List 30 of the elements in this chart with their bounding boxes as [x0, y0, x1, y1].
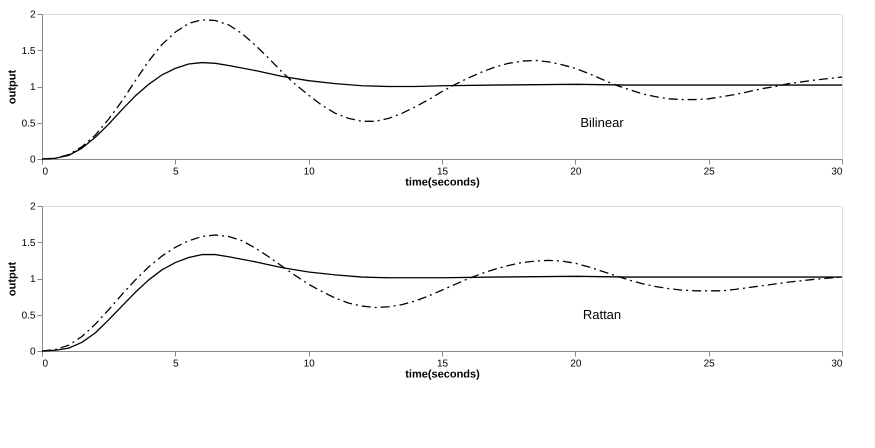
- y-tick-label: 2: [30, 202, 36, 212]
- y-axis-title: output: [6, 70, 19, 104]
- y-tick-label: 1: [30, 274, 36, 285]
- x-tick-label: 20: [570, 358, 582, 370]
- x-axis-title: time(seconds): [405, 176, 480, 188]
- x-tick-label: 5: [173, 166, 180, 178]
- annotation: Rattan: [582, 306, 622, 322]
- x-tick-label: 10: [304, 358, 316, 370]
- y-tick-label: 1.5: [22, 238, 36, 249]
- y-tick-label: 2: [30, 10, 36, 20]
- x-tick-label: 0: [42, 166, 48, 178]
- x-tick-label: 25: [704, 358, 716, 370]
- x-tick-label: 25: [704, 166, 716, 178]
- x-tick-label: 10: [304, 166, 316, 178]
- x-tick-label: 30: [831, 358, 843, 370]
- x-tick-label: 0: [42, 358, 48, 370]
- y-tick-label: 0: [30, 154, 36, 166]
- x-tick-label: 20: [570, 166, 582, 178]
- x-tick-label: 5: [173, 358, 180, 370]
- y-tick-label: 0.5: [22, 118, 36, 130]
- x-tick-label: 15: [436, 166, 448, 178]
- y-tick-label: 1.5: [22, 46, 36, 57]
- y-tick-label: 0: [30, 346, 36, 358]
- x-axis-title: time(seconds): [405, 368, 480, 380]
- y-tick-label: 1: [30, 82, 36, 93]
- annotation: Bilinear: [580, 114, 624, 130]
- y-axis-title: output: [6, 262, 19, 296]
- x-tick-label: 15: [436, 358, 448, 370]
- x-tick-label: 30: [831, 166, 843, 178]
- y-tick-label: 0.5: [22, 310, 36, 322]
